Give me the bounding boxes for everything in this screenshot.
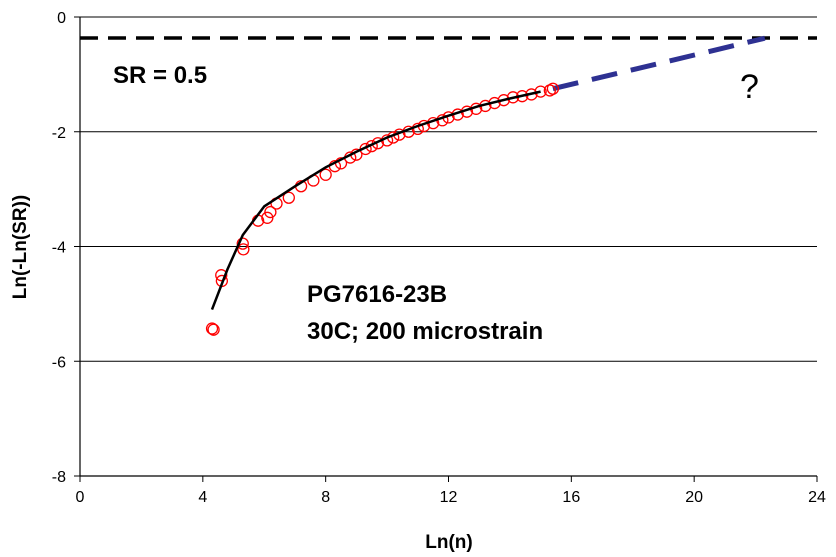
extrapolation-line (552, 35, 766, 92)
extrapolation-question-mark: ? (740, 68, 759, 106)
x-tick-label: 8 (321, 489, 330, 506)
data-point (282, 191, 295, 204)
y-tick-label: -2 (52, 125, 66, 142)
data-point (319, 168, 332, 181)
x-tick-label: 20 (685, 489, 703, 506)
x-tick-label: 0 (76, 489, 85, 506)
y-tick-label: -8 (52, 469, 66, 486)
y-tick-label: -4 (52, 240, 66, 257)
data-point (546, 82, 560, 95)
extrapolation-group (552, 35, 766, 92)
data-point (205, 322, 219, 335)
y-tick-label: 0 (57, 10, 66, 27)
annotation-sample-id: PG7616-23B (307, 281, 447, 308)
gridlines (80, 16, 817, 362)
fit-curve-group (210, 90, 541, 311)
data-point (264, 205, 277, 219)
tick-labels: 0 4 8 12 16 20 24 0 -2 -4 -6 -8 (52, 10, 826, 506)
data-point (237, 243, 250, 256)
annotation-conditions: 30C; 200 microstrain (307, 318, 543, 345)
y-tick-label: -6 (52, 354, 66, 371)
data-point (215, 269, 228, 282)
y-axis-label: Ln(-Ln(SR)) (10, 195, 31, 299)
x-tick-label: 12 (440, 489, 458, 506)
data-point (207, 323, 220, 336)
x-tick-label: 24 (808, 489, 826, 506)
axes (74, 16, 818, 482)
x-axis-label: Ln(n) (425, 532, 472, 553)
x-tick-label: 4 (198, 489, 207, 506)
fit-curve (210, 90, 541, 311)
reference-line-label: SR = 0.5 (113, 62, 207, 89)
data-point (261, 211, 274, 224)
x-tick-label: 16 (562, 489, 580, 506)
